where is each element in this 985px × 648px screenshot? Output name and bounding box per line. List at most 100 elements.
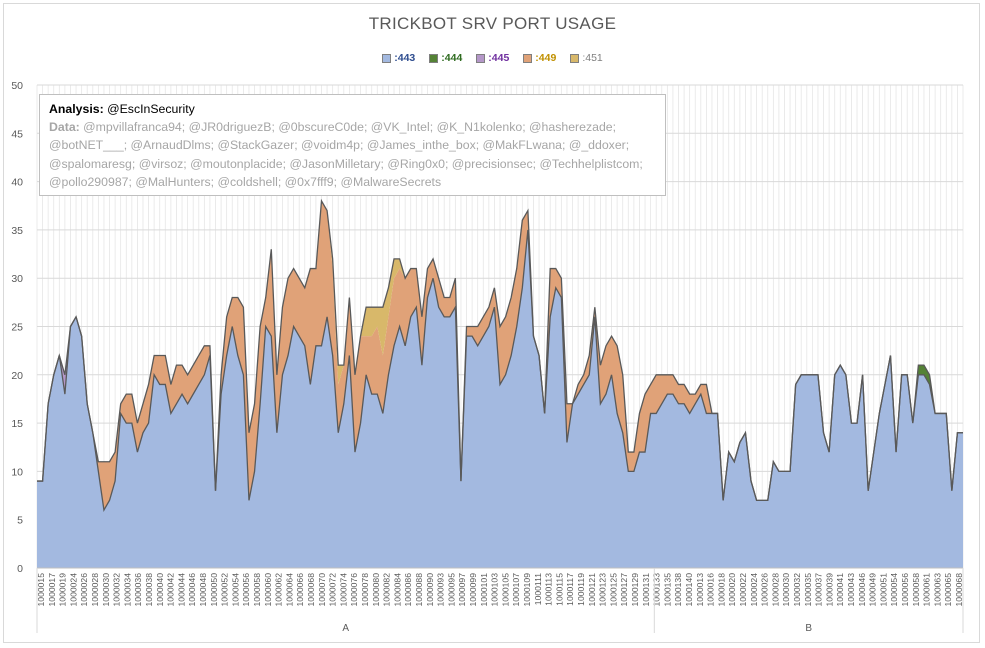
y-tick-label: 25 [11,322,23,334]
x-tick-label: 1000084 [392,573,402,607]
legend-item: :449 [523,52,556,64]
x-tick-label: 1000041 [835,573,845,607]
x-tick-label: 1000101 [479,573,489,607]
area-series-port-443 [37,229,963,568]
x-tick-label: 1000113 [544,573,554,606]
legend-swatch [382,53,392,63]
y-tick-label: 40 [11,177,23,189]
x-tick-label: 1000121 [587,573,597,607]
x-tick-label: 1000099 [468,573,478,607]
legend-swatch [570,53,580,63]
data-credits: Data: @mpvillafranca94; @JR0driguezB; @0… [49,118,656,191]
y-tick-label: 10 [11,466,23,478]
x-tick-label: 1000030 [781,573,791,607]
group-label: B [805,623,812,634]
x-tick-label: 1000042 [166,573,176,607]
legend-label: :443 [394,52,416,64]
x-tick-label: 1000051 [878,573,888,607]
x-tick-label: 1000063 [932,573,942,607]
legend-item: :443 [382,52,415,64]
legend-item: :451 [570,52,603,64]
x-tick-label: 1000064 [284,573,294,607]
y-tick-label: 20 [11,370,23,382]
x-tick-label: 1000097 [457,573,467,607]
legend-label: :445 [488,52,510,64]
x-tick-label: 1000035 [803,573,813,607]
legend-label: :449 [535,52,557,64]
x-tick-label: 1000046 [857,573,867,607]
x-tick-label: 1000088 [414,573,424,607]
x-tick-label: 1000044 [176,573,186,607]
x-tick-label: 1000020 [727,573,737,607]
chart-title: TRICKBOT SRV PORT USAGE [368,14,617,33]
x-tick-label: 1000038 [144,573,154,607]
analysis-line: Analysis: @EscInSecurity [49,100,656,118]
x-tick-label: 1000068 [306,573,316,607]
x-tick-label: 1000028 [770,573,780,607]
x-tick-label: 1000105 [500,573,510,607]
x-tick-label: 1000016 [706,573,716,607]
x-tick-label: 1000070 [317,573,327,607]
x-tick-label: 1000037 [814,573,824,607]
x-tick-label: 1000039 [824,573,834,607]
x-tick-label: 1000140 [684,573,694,607]
x-tick-label: 1000068 [954,573,964,607]
data-label: Data: [49,120,80,135]
x-tick-label: 1000131 [641,573,651,607]
x-tick-label: 1000036 [133,573,143,607]
x-tick-label: 1000026 [760,573,770,607]
x-tick-label: 1000050 [209,573,219,607]
x-tick-label: 1000086 [403,573,413,607]
analysis-value: @EscInSecurity [107,102,195,116]
legend-swatch [523,53,533,63]
x-tick-label: 1000078 [360,573,370,607]
legend-swatch [476,53,486,63]
x-tick-label: 1000115 [554,573,564,606]
x-tick-label: 1000019 [58,573,68,607]
x-tick-label: 1000103 [490,573,500,607]
x-tick-label: 1000018 [716,573,726,607]
x-tick-label: 1000109 [522,573,532,607]
x-tick-label: 1000074 [338,573,348,607]
x-tick-label: 1000080 [371,573,381,607]
x-tick-label: 1000026 [79,573,89,607]
x-tick-label: 1000119 [576,573,586,606]
x-tick-label: 1000095 [446,573,456,607]
y-tick-label: 15 [11,418,23,430]
chart-legend: :443 :444 :445 :449 :451 [0,52,985,64]
x-tick-label: 1000032 [112,573,122,607]
x-tick-label: 1000058 [911,573,921,607]
x-tick-label: 1000024 [749,573,759,607]
x-tick-label: 1000056 [241,573,251,607]
x-tick-label: 1000043 [846,573,856,607]
x-tick-label: 1000082 [382,573,392,607]
x-tick-label: 1000013 [695,573,705,607]
x-tick-label: 1000028 [90,573,100,607]
y-tick-label: 50 [11,80,23,92]
x-tick-label: 1000135 [662,573,672,607]
legend-label: :451 [582,52,603,64]
x-tick-label: 1000117 [565,573,575,606]
x-tick-label: 1000129 [630,573,640,607]
x-tick-label: 1000062 [274,573,284,607]
x-tick-label: 1000107 [511,573,521,607]
x-tick-label: 1000015 [36,573,46,607]
data-value: @mpvillafranca94; @JR0driguezB; @0bscure… [49,120,643,189]
x-tick-label: 1000133 [652,573,662,607]
x-tick-label: 1000072 [328,573,338,607]
x-tick-label: 1000090 [425,573,435,607]
y-tick-label: 35 [11,225,23,237]
x-tick-label: 1000125 [608,573,618,607]
legend-swatch [429,53,439,63]
x-tick-label: 1000066 [295,573,305,607]
x-tick-label: 1000065 [943,573,953,607]
group-label: A [342,623,349,634]
x-tick-label: 1000040 [155,573,165,607]
legend-label: :444 [441,52,463,64]
x-tick-label: 1000048 [198,573,208,607]
y-tick-label: 0 [17,563,23,575]
x-tick-label: 1000030 [101,573,111,607]
y-tick-label: 30 [11,273,23,285]
x-tick-label: 1000024 [68,573,78,607]
